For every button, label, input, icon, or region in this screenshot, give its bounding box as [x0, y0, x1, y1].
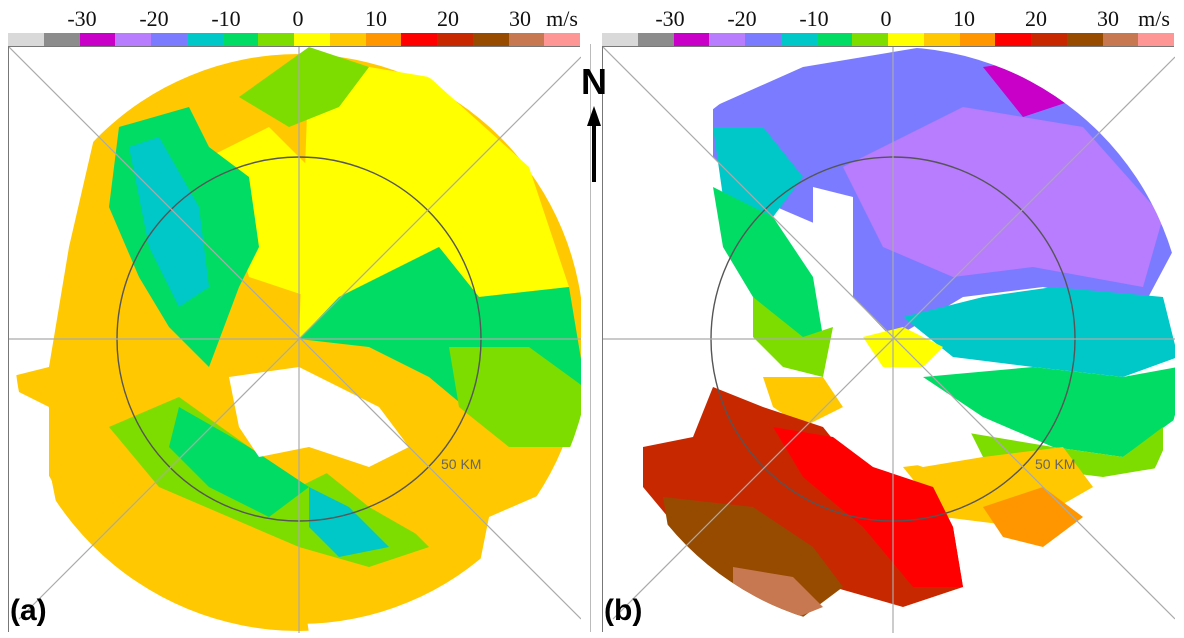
tick-label: 20 — [1025, 6, 1047, 31]
colorbar-swatch — [222, 33, 259, 46]
tick-label: -10 — [799, 6, 829, 31]
colorbar-swatch — [637, 33, 674, 46]
tick-label: 0 — [292, 6, 304, 31]
colorbar-swatch — [437, 33, 473, 46]
tick-label: -20 — [727, 6, 757, 31]
colorbar-swatch — [1138, 33, 1174, 46]
colorbar-swatch — [852, 33, 888, 46]
colorbar-swatch — [602, 33, 638, 46]
tick-label: 0 — [880, 6, 892, 31]
colorbar-swatch — [186, 33, 223, 46]
tick-label: 10 — [365, 6, 387, 31]
panel-label-a: (a) — [10, 594, 47, 627]
panel-b: -30 -20 -10 0 10 20 30 m/s — [594, 0, 1180, 633]
colorbar-swatch — [888, 33, 924, 46]
tick-label: 30 — [509, 6, 531, 31]
colorbar-swatch — [8, 33, 44, 46]
colorbar-swatch — [472, 33, 509, 46]
north-arrow-icon — [587, 106, 601, 182]
panel-a: -30 -20 -10 0 10 20 30 m/s — [0, 0, 586, 633]
colorbar-swatch — [79, 33, 116, 46]
colorbar-swatch — [43, 33, 80, 46]
velocity-colorbar — [8, 33, 580, 46]
colorbar-swatch — [1066, 33, 1103, 46]
colorbar-swatch — [816, 33, 853, 46]
colorbar-swatch — [1102, 33, 1139, 46]
velocity-scale-labels: -30 -20 -10 0 10 20 30 m/s — [0, 6, 586, 32]
colorbar-swatch — [780, 33, 817, 46]
colorbar-swatch — [329, 33, 366, 46]
tick-label: -30 — [67, 6, 97, 31]
tick-label: -10 — [211, 6, 241, 31]
colorbar-swatch — [401, 33, 437, 46]
tick-label: 10 — [953, 6, 975, 31]
unit-label: m/s — [1138, 6, 1170, 31]
colorbar-swatch — [959, 33, 996, 46]
colorbar-swatch — [1031, 33, 1067, 46]
range-label-a: 50 KM — [441, 456, 481, 472]
colorbar-swatch — [258, 33, 294, 46]
velocity-scale-labels: -30 -20 -10 0 10 20 30 m/s — [594, 6, 1180, 32]
panel-label-b: (b) — [604, 594, 643, 627]
colorbar-swatch — [673, 33, 710, 46]
tick-label: 20 — [437, 6, 459, 31]
radar-ppi-b: 50 KM — [602, 46, 1178, 633]
colorbar-swatch — [115, 33, 151, 46]
colorbar-swatch — [709, 33, 745, 46]
tick-label: -20 — [139, 6, 169, 31]
colorbar-swatch — [151, 33, 187, 46]
colorbar-swatch — [508, 33, 545, 46]
tick-label: 30 — [1097, 6, 1119, 31]
unit-label: m/s — [546, 6, 578, 31]
colorbar-swatch — [544, 33, 580, 46]
panel-divider — [590, 44, 591, 632]
range-label-b: 50 KM — [1035, 456, 1075, 472]
tick-label: -30 — [655, 6, 685, 31]
radar-image-b: 50 KM — [602, 46, 1178, 633]
colorbar-swatch — [995, 33, 1031, 46]
colorbar-swatch — [923, 33, 960, 46]
radar-image-a: 50 KM — [8, 46, 584, 633]
colorbar-swatch — [294, 33, 330, 46]
colorbar-swatch — [365, 33, 402, 46]
colorbar-swatch — [745, 33, 781, 46]
north-letter: N — [581, 61, 607, 102]
radar-ppi-a: 50 KM — [8, 46, 584, 633]
velocity-colorbar — [602, 33, 1174, 46]
north-arrow: N — [572, 64, 616, 188]
